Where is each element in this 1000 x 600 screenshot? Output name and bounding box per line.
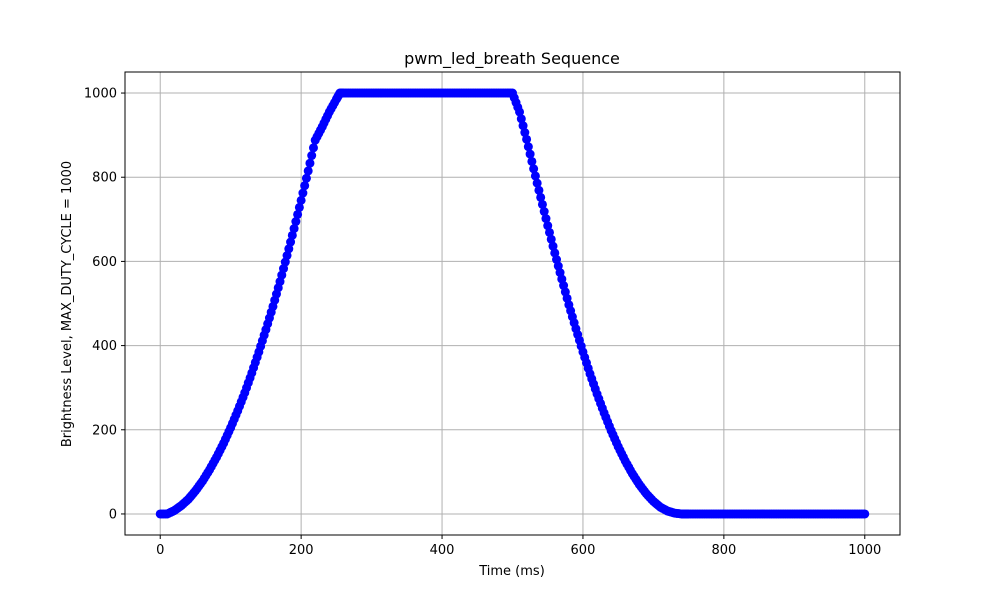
data-point — [303, 166, 313, 176]
data-point-fill — [534, 185, 544, 195]
data-point-fill — [525, 149, 535, 159]
data-point — [522, 134, 532, 144]
data-point-fill — [527, 156, 537, 166]
data-point-fill — [530, 171, 540, 181]
y-tick-label: 800 — [92, 171, 117, 186]
data-point-fill — [298, 188, 308, 198]
chart-title: pwm_led_breath Sequence — [404, 49, 620, 69]
x-tick-label: 0 — [156, 543, 164, 558]
data-point-fill — [286, 237, 296, 247]
data-point-fill — [307, 151, 317, 161]
data-point-fill — [300, 181, 310, 191]
data-point-fill — [544, 227, 554, 237]
data-point-fill — [541, 214, 551, 224]
data-point — [289, 224, 299, 234]
data-point — [282, 251, 292, 261]
data-point-fill — [284, 244, 294, 254]
x-tick-label: 1000 — [848, 543, 881, 558]
data-point-fill — [301, 173, 311, 183]
x-tick-label: 800 — [711, 543, 736, 558]
data-point-fill — [539, 207, 549, 217]
data-point-fill — [516, 114, 526, 124]
y-tick-label: 400 — [92, 339, 117, 354]
y-tick-label: 1000 — [84, 87, 117, 102]
data-point-fill — [287, 230, 297, 240]
ticks-layer: 0 200 400 600 800 1000 0 200 400 600 800 1000 — [84, 87, 881, 558]
y-tick-label: 0 — [109, 507, 117, 522]
x-axis-label: Time (ms) — [478, 564, 545, 579]
x-tick-label: 200 — [289, 543, 314, 558]
data-point-fill — [308, 143, 318, 153]
data-point-fill — [532, 178, 542, 188]
data-point-fill — [537, 199, 547, 209]
data-point-fill — [523, 142, 533, 152]
x-tick-label: 400 — [430, 543, 455, 558]
y-tick-label: 600 — [92, 255, 117, 270]
x-tick-label: 600 — [571, 543, 596, 558]
points-layer — [155, 88, 870, 519]
plot-frame — [124, 71, 901, 536]
data-point-fill — [294, 202, 304, 212]
y-tick-label: 200 — [92, 423, 117, 438]
data-point-fill — [548, 241, 558, 251]
data-point-fill — [291, 217, 301, 227]
data-point-fill — [518, 121, 528, 131]
data-point — [529, 164, 539, 174]
data-point-fill — [305, 158, 315, 168]
data-point — [536, 192, 546, 202]
data-point — [515, 107, 525, 117]
data-point — [296, 195, 306, 205]
data-point-fill — [520, 128, 530, 138]
data-point — [860, 509, 870, 519]
data-point — [543, 221, 553, 231]
y-axis-label: Brightness Level, MAX_DUTY_CYCLE = 1000 — [60, 161, 75, 447]
data-point-fill — [546, 234, 556, 244]
data-point-fill — [293, 209, 303, 219]
